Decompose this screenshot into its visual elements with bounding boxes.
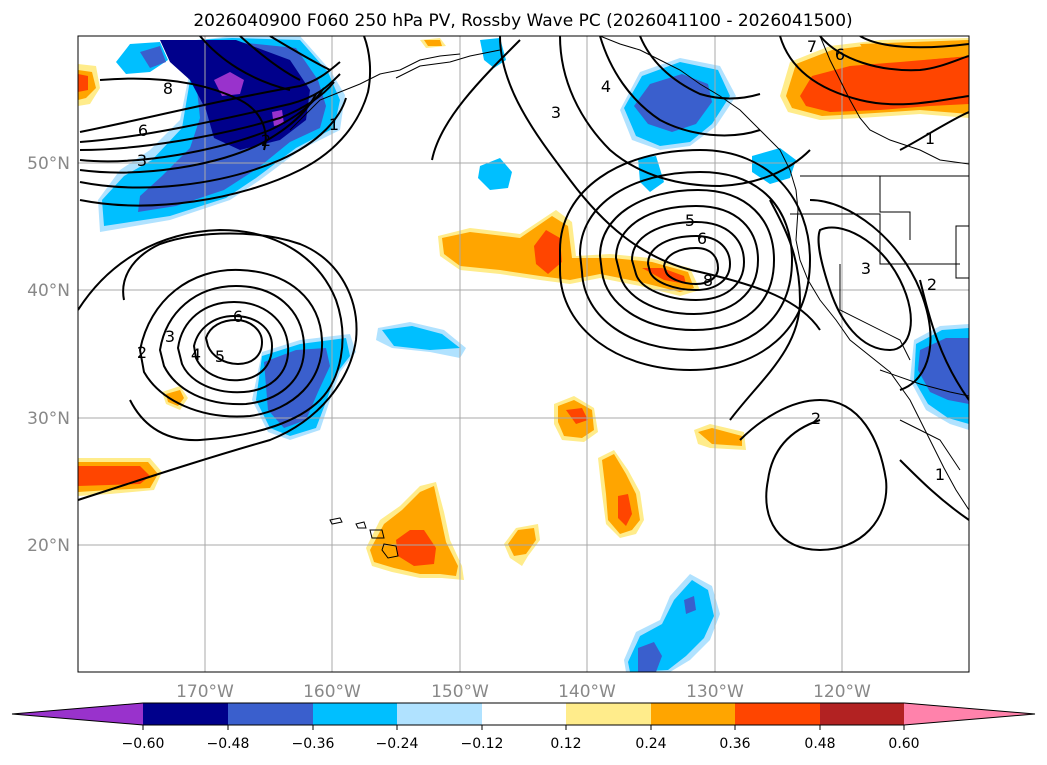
lon-tick-label: 150°W: [431, 682, 489, 702]
negative-anomaly-nw-4: [160, 40, 310, 150]
negative-anomaly-south-4: [684, 596, 696, 614]
negative-anomaly-mid-1b: [382, 326, 460, 350]
colorbar-tick-label: 0.24: [635, 736, 666, 752]
contour-label: 2: [261, 131, 271, 150]
negative-anomaly-east-3: [918, 338, 969, 404]
colorbar: −0.60 −0.48 −0.36 −0.24 −0.12 0.12 0.24 …: [11, 702, 1036, 752]
contour-label: 5: [215, 347, 225, 366]
contour-label: 2: [811, 409, 821, 428]
contour-label: 8: [703, 271, 713, 290]
colorbar-segment: [313, 703, 397, 725]
lon-tick-label: 140°W: [558, 682, 616, 702]
colorbar-tick-label: 0.12: [550, 736, 581, 752]
colorbar-tick-label: 0.36: [719, 736, 750, 752]
contour-label: 4: [191, 345, 201, 364]
contour-label: 5: [685, 211, 695, 230]
lat-tick-label: 20°N: [27, 536, 70, 556]
contour-label: 1: [925, 129, 935, 148]
contour-label: 6: [835, 45, 845, 64]
contour-label: 2: [137, 343, 147, 362]
colorbar-segment: [566, 703, 651, 725]
colorbar-segment: [143, 703, 228, 725]
colorbar-tick-label: −0.24: [376, 736, 419, 752]
lat-tick-label: 40°N: [27, 281, 70, 301]
contour-label: 1: [329, 115, 339, 134]
colorbar-ticks: [142, 725, 905, 730]
colorbar-extend-max: [904, 703, 1035, 725]
contour-label: 3: [137, 151, 147, 170]
positive-anomaly-small-west-2: [166, 390, 184, 406]
colorbar-segment: [228, 703, 313, 725]
positive-anomaly-south-3b: [508, 528, 536, 556]
contour-label: 2: [927, 275, 937, 294]
positive-anomaly-south-1c: [618, 494, 632, 526]
colorbar-segment: [735, 703, 820, 725]
contour-label: 6: [233, 307, 243, 326]
contour-label: 8: [163, 79, 173, 98]
positive-anomaly-south-2c: [566, 408, 588, 424]
positive-anomaly-central-band-3: [534, 230, 562, 274]
colorbar-segment: [651, 703, 735, 725]
contour-label: 6: [138, 121, 148, 140]
pv-contours: [78, 36, 969, 552]
lon-tick-label: 170°W: [176, 682, 234, 702]
lon-tick-label: 130°W: [686, 682, 744, 702]
negative-anomaly-mid-2: [478, 158, 512, 190]
map-title: 2026040900 F060 250 hPa PV, Rossby Wave …: [193, 11, 852, 31]
colorbar-segment: [482, 703, 566, 725]
contour-label: 4: [601, 77, 611, 96]
lat-tick-label: 30°N: [27, 409, 70, 429]
lon-tick-label: 120°W: [813, 682, 871, 702]
colorbar-tick-label: −0.48: [207, 736, 250, 752]
lon-tick-label: 160°W: [303, 682, 361, 702]
positive-anomaly-central-band-2: [442, 216, 694, 292]
contour-labels: 8 6 3 2 1 2 3 4 5 6 3 4 5 6 8 3 2 2 7 6: [137, 37, 945, 484]
colorbar-extend-min: [12, 703, 143, 725]
colorbar-segment: [397, 703, 482, 725]
negative-anomaly-vancouver: [752, 148, 796, 184]
positive-anomaly-top-left-3: [78, 74, 88, 92]
positive-anomaly-hawaii-3: [396, 530, 436, 566]
latitude-labels: 20°N 30°N 40°N 50°N: [27, 154, 70, 556]
longitude-labels: 170°W 160°W 150°W 140°W 130°W 120°W: [176, 682, 871, 702]
colorbar-tick-label: 0.60: [888, 736, 919, 752]
positive-anomaly-west-edge-3: [78, 466, 150, 486]
negative-anomaly-top-left-dark: [140, 46, 166, 68]
contour-label: 1: [935, 465, 945, 484]
colorbar-segment: [820, 703, 904, 725]
colorbar-tick-label: 0.48: [804, 736, 835, 752]
contour-label: 3: [165, 327, 175, 346]
colorbar-tick-label: −0.12: [461, 736, 504, 752]
colorbar-tick-label: −0.60: [122, 736, 165, 752]
negative-anomaly-northeast-3: [634, 74, 712, 132]
map-frame: [77, 35, 970, 673]
positive-anomaly-top-small-2: [424, 40, 442, 46]
contour-label: 3: [861, 259, 871, 278]
contour-label: 6: [697, 229, 707, 248]
map-panel: 8 6 3 2 1 2 3 4 5 6 3 4 5 6 8 3 2 2 7 6: [77, 35, 970, 673]
negative-anomaly-nw-5: [214, 72, 244, 96]
colorbar-tick-label: −0.36: [292, 736, 335, 752]
negative-anomaly-south-3: [638, 642, 662, 672]
lat-tick-label: 50°N: [27, 154, 70, 174]
contour-label: 7: [807, 37, 817, 56]
positive-anomaly-mid-east-2: [698, 428, 742, 446]
contour-label: 3: [551, 103, 561, 122]
gridlines: [78, 36, 969, 672]
